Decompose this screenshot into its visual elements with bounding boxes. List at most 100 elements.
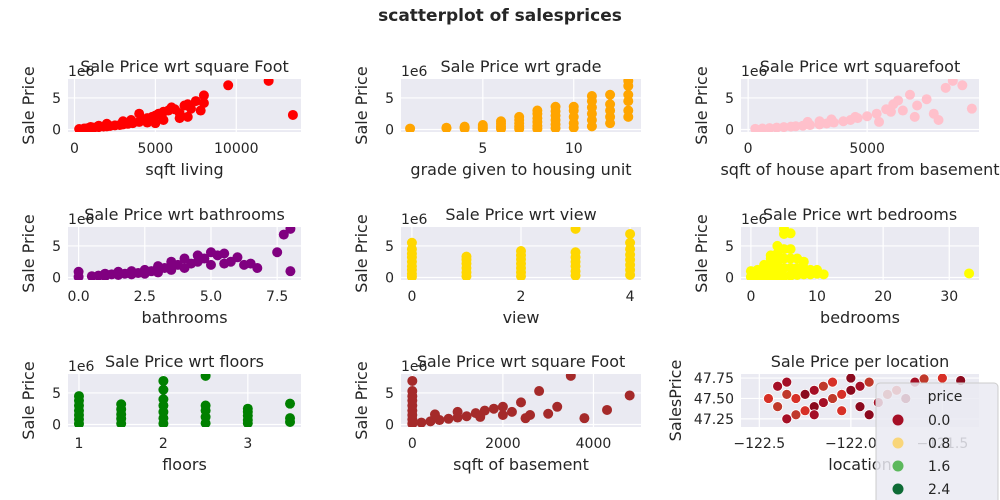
data-point [205,259,216,270]
data-point [623,79,634,86]
data-point [570,247,581,258]
subplot-8: Sale Price wrt square Foot 0 2000 4000 0 5 1e6… [352,352,641,474]
data-point [763,393,774,404]
data-point [781,388,793,400]
data-point [814,116,825,127]
data-point [195,105,206,116]
x-tick-label: 3 [243,436,252,452]
data-point [252,263,263,274]
data-points [407,374,635,427]
data-point [116,399,127,410]
y-offset-label: 1e6 [401,212,428,228]
data-point [158,115,169,126]
data-point [624,390,635,401]
y-offset-label: 1e6 [741,212,768,228]
x-axis-label: bedrooms [820,308,900,327]
y-axis-label: Sale Price [352,66,371,144]
data-point [790,121,801,132]
data-point [817,380,829,392]
x-tick-label: 5.0 [200,289,222,305]
data-point [73,391,84,402]
legend-box [875,382,999,500]
x-tick-label: 10 [565,141,583,157]
data-point [778,122,789,132]
data-point [232,252,243,263]
data-point [497,410,508,421]
x-axis-label: bathrooms [141,308,227,327]
data-point [785,228,796,239]
data-point [142,117,153,128]
plot-area [68,374,301,427]
legend-label: 2.4 [928,482,950,498]
data-point [918,374,930,385]
data-points [406,227,636,280]
data-point [285,413,296,424]
data-point [496,116,506,127]
data-points [763,374,967,425]
data-point [550,101,561,112]
data-point [506,406,517,417]
y-tick-label: 5 [52,91,61,107]
x-tick-label: 2 [517,289,526,305]
y-axis-label: SalesPrice [666,360,685,442]
y-tick-label: 0 [52,417,61,433]
data-point [808,384,820,396]
y-tick-label: 5 [385,91,394,107]
data-point [579,413,590,424]
data-point [602,404,613,415]
x-tick-label: 5000 [138,141,174,157]
data-point [93,120,104,131]
legend: price 0.0 0.8 1.6 2.4 [875,382,999,500]
legend-marker [892,414,904,426]
subplot-title: Sale Price wrt floors [105,352,264,371]
y-offset-label: 1e6 [741,64,768,80]
x-tick-label: 2000 [485,436,521,452]
x-tick-label: 30 [940,289,958,305]
data-point [799,388,811,400]
subplot-9: Sale Price per location−122.5−122.0−121.… [666,352,999,500]
data-point [863,376,875,388]
data-point [897,105,908,116]
x-tick-label: −122.5 [733,436,785,452]
data-point [516,245,526,256]
x-tick-label: 4000 [576,436,612,452]
data-point [957,80,968,91]
y-tick-label: 5 [725,239,734,255]
data-point [73,266,84,277]
data-point [568,101,579,112]
data-point [552,401,563,412]
data-point [461,251,472,262]
x-axis-label: sqft of basement [453,455,589,474]
data-point [854,380,866,392]
subplot-title: Sale Price per location [771,352,950,371]
data-point [219,248,230,259]
data-point [781,413,793,425]
figure-suptitle: scatterplot of salesprices [378,6,622,26]
subplot-title: Sale Price wrt view [445,205,596,224]
x-tick-label: 5 [478,141,487,157]
data-point [242,403,253,414]
data-point [263,79,274,86]
data-point [785,244,796,255]
data-point [534,386,545,397]
subplot-2: Sale Price wrt grade 5 10 0 5 1e6 grade given … [352,57,641,179]
data-point [150,118,161,129]
subplot-7: Sale Price wrt floors 1 2 3 0 5 1e6 floors Sale … [19,352,301,474]
data-point [516,397,526,408]
data-point [570,227,581,234]
y-axis-label: Sale Price [352,214,371,292]
y-tick-label: 0 [52,270,61,286]
data-point [405,123,416,132]
data-point [845,384,857,396]
data-point [272,247,283,258]
y-tick-label: 5 [52,239,61,255]
subplot-3: Sale Price wrt squarefoot 0 5000 0 5 1e6 sqft … [692,57,1000,179]
x-axis-label: sqft living [145,160,223,179]
subplot-title: Sale Price wrt grade [440,57,601,76]
data-point [586,91,597,102]
data-point [198,90,209,101]
data-point [101,118,112,129]
data-point [407,375,418,386]
subplot-title: Sale Price wrt bathrooms [84,205,285,224]
y-axis-label: Sale Price [19,361,38,439]
